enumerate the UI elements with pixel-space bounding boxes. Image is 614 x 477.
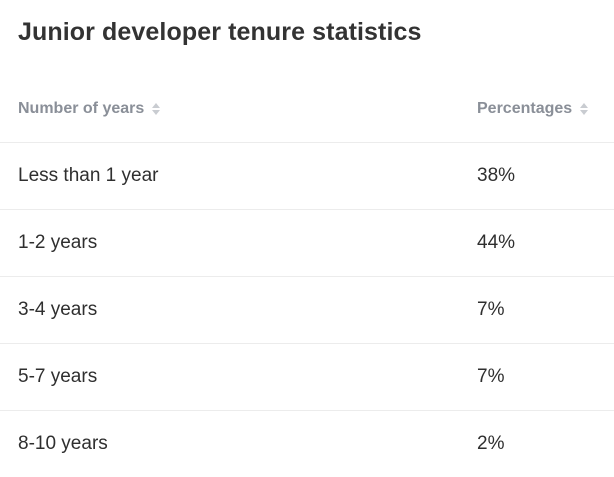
cell-percentage: 2% <box>477 411 614 477</box>
cell-percentage: 7% <box>477 344 614 411</box>
cell-percentage: 7% <box>477 277 614 344</box>
cell-percentage: 38% <box>477 143 614 210</box>
page-title: Junior developer tenure statistics <box>18 16 422 48</box>
tenure-table: Number of years Percentages <box>0 76 614 477</box>
cell-years: 8-10 years <box>0 411 477 477</box>
table-row: 5-7 years 7% <box>0 344 614 411</box>
cell-years: 5-7 years <box>0 344 477 411</box>
column-header-label: Number of years <box>18 100 144 118</box>
cell-years: 3-4 years <box>0 277 477 344</box>
cell-years: 1-2 years <box>0 210 477 277</box>
column-header-label: Percentages <box>477 100 572 118</box>
table-row: 8-10 years 2% <box>0 411 614 477</box>
cell-years: Less than 1 year <box>0 143 477 210</box>
table-header-row: Number of years Percentages <box>0 76 614 143</box>
cell-percentage: 44% <box>477 210 614 277</box>
table-row: 1-2 years 44% <box>0 210 614 277</box>
table-row: 3-4 years 7% <box>0 277 614 344</box>
table-row: Less than 1 year 38% <box>0 143 614 210</box>
column-header-years[interactable]: Number of years <box>0 76 477 143</box>
column-header-percentages[interactable]: Percentages <box>477 76 614 143</box>
sort-arrows-icon[interactable] <box>152 103 160 115</box>
sort-arrows-icon[interactable] <box>580 103 588 115</box>
